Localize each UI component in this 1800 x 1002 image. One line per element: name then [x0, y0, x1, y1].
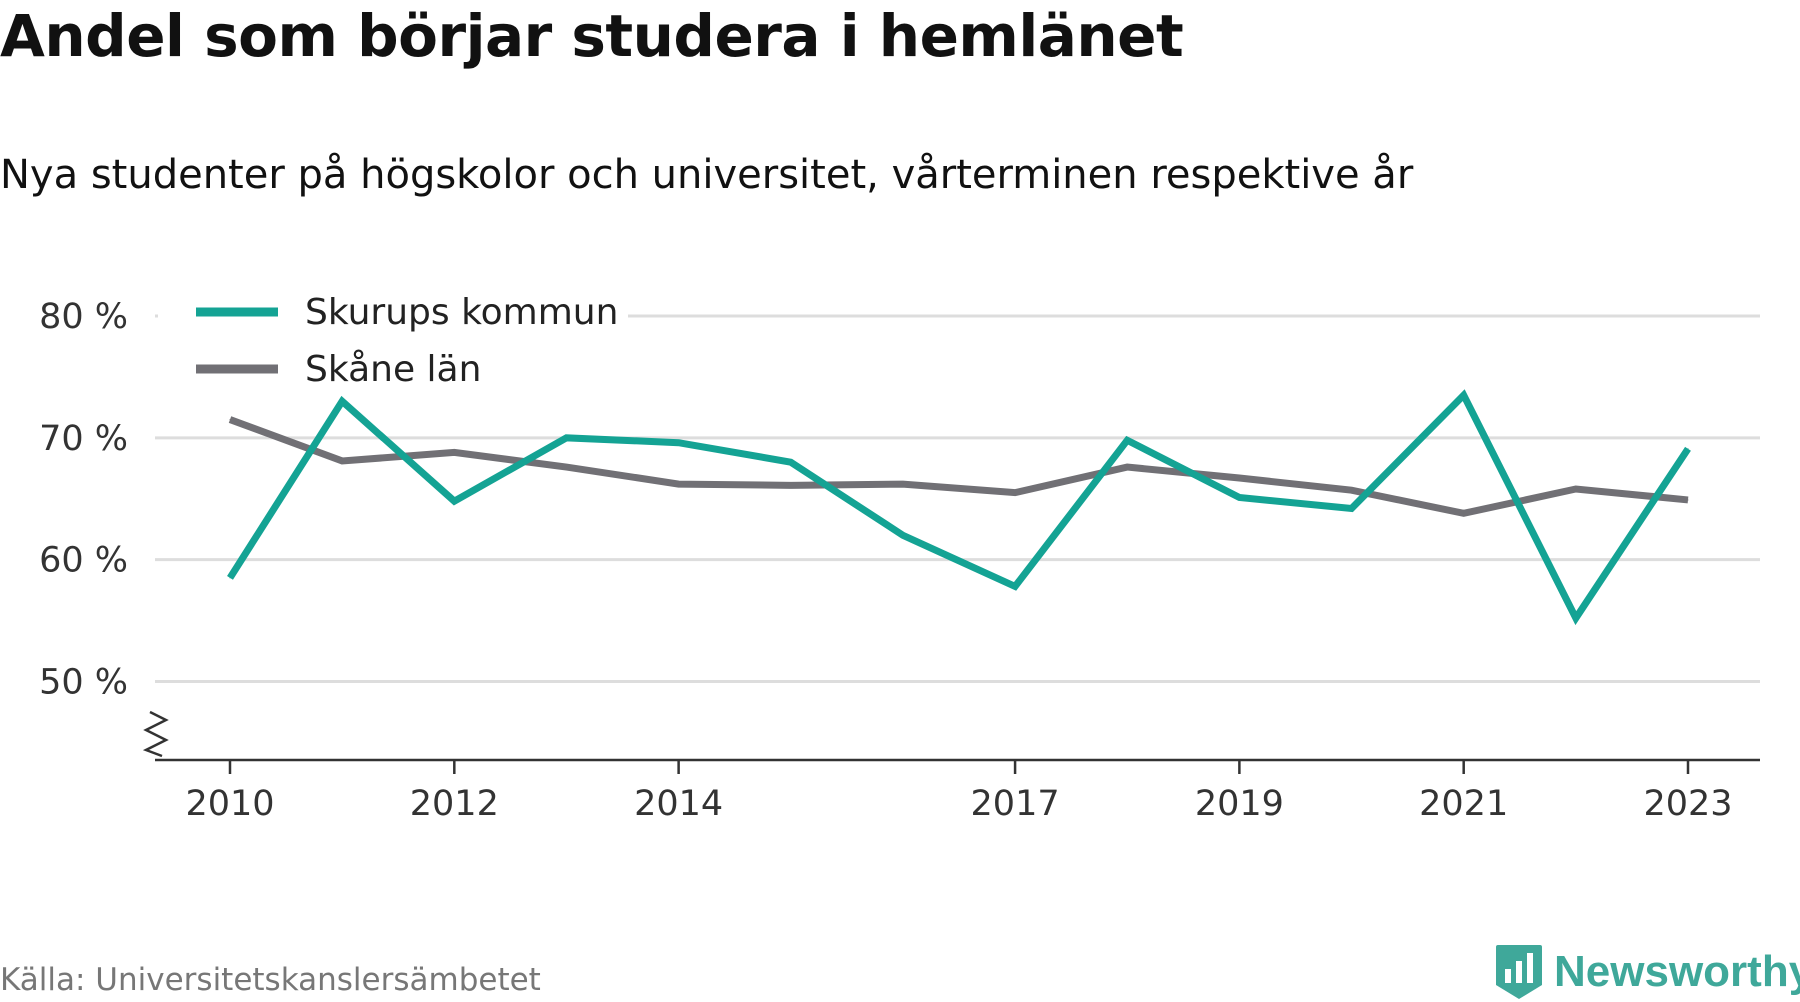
brand-name: Newsworthy	[1554, 947, 1800, 996]
data-point	[1014, 492, 1016, 494]
y-tick-label: 80 %	[39, 297, 128, 337]
legend-label: Skåne län	[305, 349, 481, 390]
data-point	[229, 419, 231, 421]
data-point	[453, 451, 455, 453]
data-point	[1014, 585, 1016, 587]
brand-logo: Newsworthy	[1494, 942, 1800, 1002]
data-point	[1238, 497, 1240, 499]
legend-label: Skurups kommun	[305, 292, 618, 333]
x-tick-label: 2021	[1419, 784, 1508, 824]
data-point	[1575, 488, 1577, 490]
x-tick-label: 2023	[1643, 784, 1732, 824]
series-lines	[227, 389, 1691, 626]
data-point	[1687, 499, 1689, 501]
series-line	[227, 389, 1691, 626]
data-point	[1687, 448, 1689, 450]
data-point	[1575, 617, 1577, 619]
data-point	[1351, 489, 1353, 491]
data-point	[1126, 439, 1128, 441]
x-tick-label: 2010	[185, 784, 274, 824]
source-note: Källa: Universitetskanslersämbetet	[0, 962, 541, 998]
data-point	[229, 577, 231, 579]
x-tick-label: 2012	[410, 784, 499, 824]
data-point	[341, 460, 343, 462]
data-point	[1126, 466, 1128, 468]
chart-subtitle: Nya studenter på högskolor och universit…	[0, 152, 1414, 198]
x-tick-label: 2017	[971, 784, 1060, 824]
chart-title: Andel som börjar studera i hemlänet	[0, 2, 1184, 70]
y-tick-label: 50 %	[39, 662, 128, 702]
data-point	[1463, 512, 1465, 514]
x-tick-label: 2014	[634, 784, 723, 824]
data-point	[1238, 477, 1240, 479]
y-tick-label: 60 %	[39, 541, 128, 581]
data-point	[1351, 507, 1353, 509]
legend: Skurups kommun Skåne län	[158, 290, 628, 396]
data-point	[678, 483, 680, 485]
data-point	[453, 500, 455, 502]
axes: 50 % 60 % 70 % 80 % 2010 2012 2014 2017 2019 2021…	[39, 297, 1760, 824]
data-point	[902, 483, 904, 485]
data-point	[790, 484, 792, 486]
y-tick-label: 70 %	[39, 419, 128, 459]
data-point	[565, 437, 567, 439]
bar-chart-badge-icon	[1496, 945, 1542, 999]
data-point	[341, 400, 343, 402]
series-line	[228, 416, 1689, 517]
data-point	[678, 442, 680, 444]
data-point	[902, 534, 904, 536]
data-point	[565, 466, 567, 468]
data-point	[1463, 394, 1465, 396]
y-axis-break-icon	[142, 710, 169, 758]
x-tick-label: 2019	[1195, 784, 1284, 824]
data-point	[790, 461, 792, 463]
